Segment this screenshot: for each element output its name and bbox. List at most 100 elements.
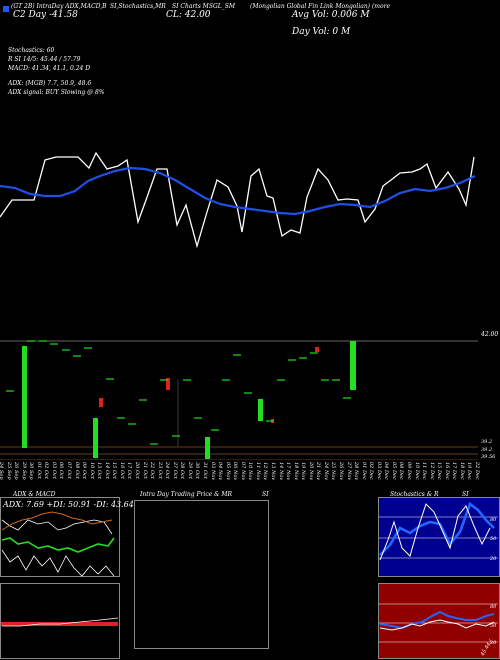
- avg-volume: Avg Vol: 0.006 M: [292, 10, 370, 20]
- date-tick-label: 17 Dec: [451, 462, 458, 480]
- rsi-panel: [378, 583, 500, 659]
- adx-values: ADX: 7.69 +DI: 50.91 -DI: 43.64: [3, 500, 134, 509]
- date-tick-label: 24 Nov: [322, 462, 329, 481]
- date-tick-label: 07 Oct: [66, 462, 72, 479]
- stochastics-si: SI: [462, 491, 469, 498]
- bar-down: [99, 398, 103, 407]
- date-tick-label: 05 Nov: [224, 462, 231, 481]
- stoch-tick-80: 80: [490, 517, 497, 523]
- price-chart: [0, 151, 478, 460]
- adx-readout: ADX: (MGB) 7.7, 50.9, 48.6: [8, 80, 92, 87]
- bar-down: [166, 378, 170, 390]
- day-change: C2 Day -41.58: [13, 10, 78, 20]
- header-title-d: (Mongolian Global Fin Link Mongolian) (m…: [250, 3, 390, 10]
- date-tick-label: 14 Nov: [277, 462, 284, 481]
- date-tick-label: 27 Nov: [345, 462, 352, 481]
- date-tick-label: 04 Dec: [383, 462, 390, 480]
- date-tick-label: 09 Oct: [81, 462, 88, 479]
- date-tick-label: 10 Nov: [247, 462, 254, 481]
- macd-readout: MACD: 41.34, 41.1, 0.24 D: [8, 65, 91, 72]
- date-tick-label: 17 Nov: [285, 462, 292, 481]
- bar-down: [315, 347, 319, 352]
- date-tick-label: 05 Dec: [390, 462, 397, 480]
- intraday-panel: [134, 500, 269, 649]
- scale-label-mid2: 39.2: [481, 447, 493, 453]
- header-title-b: SI,Stochastics,MR: [110, 3, 166, 10]
- date-tick-label: 01 Dec: [360, 462, 367, 480]
- scale-label-top: 42.00: [481, 331, 499, 338]
- date-tick-label: 21 Nov: [315, 462, 322, 481]
- stoch-tick-20: 20: [490, 556, 497, 562]
- bar-up: [22, 346, 27, 448]
- date-tick-label: 13 Nov: [270, 462, 276, 481]
- date-tick-label: 29 Oct: [186, 462, 193, 479]
- date-tick-label: 12 Dec: [428, 462, 435, 480]
- date-tick-label: 28 Oct: [179, 462, 186, 479]
- date-tick-label: 08 Dec: [398, 462, 405, 480]
- bar-up: [258, 399, 263, 421]
- date-tick-label: 23 Oct: [156, 462, 163, 479]
- date-tick-label: 10 Oct: [88, 462, 95, 479]
- date-tick-label: 02 Oct: [43, 462, 50, 479]
- date-tick-label: 19 Nov: [300, 462, 307, 481]
- date-tick-label: 03 Oct: [50, 462, 57, 479]
- stochastics-title: Stochastics & R: [390, 491, 439, 498]
- price-line: [0, 151, 475, 249]
- price-bars: [22, 341, 356, 459]
- bar-up: [350, 341, 356, 390]
- date-tick-label: 25 Sep: [5, 462, 12, 480]
- date-tick-label: 20 Oct: [134, 462, 140, 479]
- date-tick-label: 29 Sep: [20, 462, 27, 480]
- date-tick-label: 08 Oct: [73, 462, 80, 479]
- scale-label-bottom: 39.56: [481, 454, 496, 460]
- date-tick-label: 06 Oct: [58, 462, 65, 479]
- rsi-tick-80: 80: [490, 604, 497, 610]
- date-tick-label: 30 Sep: [28, 462, 35, 480]
- date-tick-label: 28 Nov: [353, 462, 360, 481]
- intraday-title: Intra Day Trading Price & MR: [140, 491, 233, 498]
- date-tick-label: 24 Sep: [0, 462, 4, 480]
- date-tick-label: 15 Oct: [111, 462, 118, 479]
- date-tick-label: 26 Sep: [13, 462, 20, 480]
- date-tick-label: 22 Oct: [149, 462, 156, 479]
- rsi-tick-50: 50: [490, 623, 497, 629]
- date-tick-label: 11 Dec: [421, 462, 428, 480]
- adx-macd-panel-bottom: [0, 583, 120, 659]
- date-tick-label: 19 Dec: [466, 462, 473, 480]
- rsi-tick-20: 20: [490, 640, 497, 646]
- adx-signal-readout: ADX signal: BUY Slowing @ 8%: [8, 89, 105, 96]
- adx-macd-panel-top: [0, 497, 120, 577]
- price-ticks: [6, 340, 351, 445]
- date-tick-label: 25 Nov: [330, 462, 337, 481]
- header-title-a: (GT 2B) IntraDay ADX,MACD,B: [11, 3, 107, 10]
- date-tick-label: 21 Oct: [141, 462, 148, 479]
- date-tick-label: 18 Nov: [292, 462, 299, 481]
- stochastics-panel: [378, 497, 500, 577]
- intraday-si: SI: [262, 491, 269, 498]
- date-tick-label: 14 Oct: [103, 462, 110, 479]
- date-tick-label: 03 Nov: [209, 462, 216, 481]
- date-tick-label: 09 Dec: [406, 462, 412, 480]
- bar-up: [205, 437, 210, 459]
- close-price: CL: 42.00: [166, 10, 211, 20]
- date-tick-label: 15 Dec: [436, 462, 443, 480]
- stochastics-readout: Stochastics: 60: [8, 47, 55, 54]
- date-tick-label: 27 Oct: [171, 462, 178, 479]
- bar-up: [93, 418, 98, 458]
- date-tick-label: 02 Dec: [368, 462, 375, 480]
- date-tick-label: 24 Oct: [164, 462, 171, 479]
- rsi-readout: R SI 14/5: 45.44 / 57.79: [8, 56, 81, 63]
- date-tick-label: 30 Oct: [194, 462, 201, 479]
- date-tick-label: 11 Nov: [254, 462, 261, 481]
- stoch-tick-50: 50: [490, 536, 497, 542]
- date-tick-label: 07 Nov: [239, 462, 246, 481]
- date-tick-label: 31 Oct: [202, 462, 208, 479]
- date-axis: 24 Sep 25 Sep 26 Sep 29 Sep 30 Sep 01 Oct 02 O…: [0, 462, 500, 494]
- date-tick-label: 03 Dec: [375, 462, 382, 480]
- date-tick-label: 18 Dec: [458, 462, 465, 480]
- date-tick-label: 04 Nov: [217, 462, 224, 481]
- date-tick-label: 10 Dec: [413, 462, 420, 480]
- moving-average-line: [0, 166, 476, 216]
- date-tick-label: 26 Nov: [338, 462, 344, 481]
- date-tick-label: 12 Nov: [262, 462, 269, 481]
